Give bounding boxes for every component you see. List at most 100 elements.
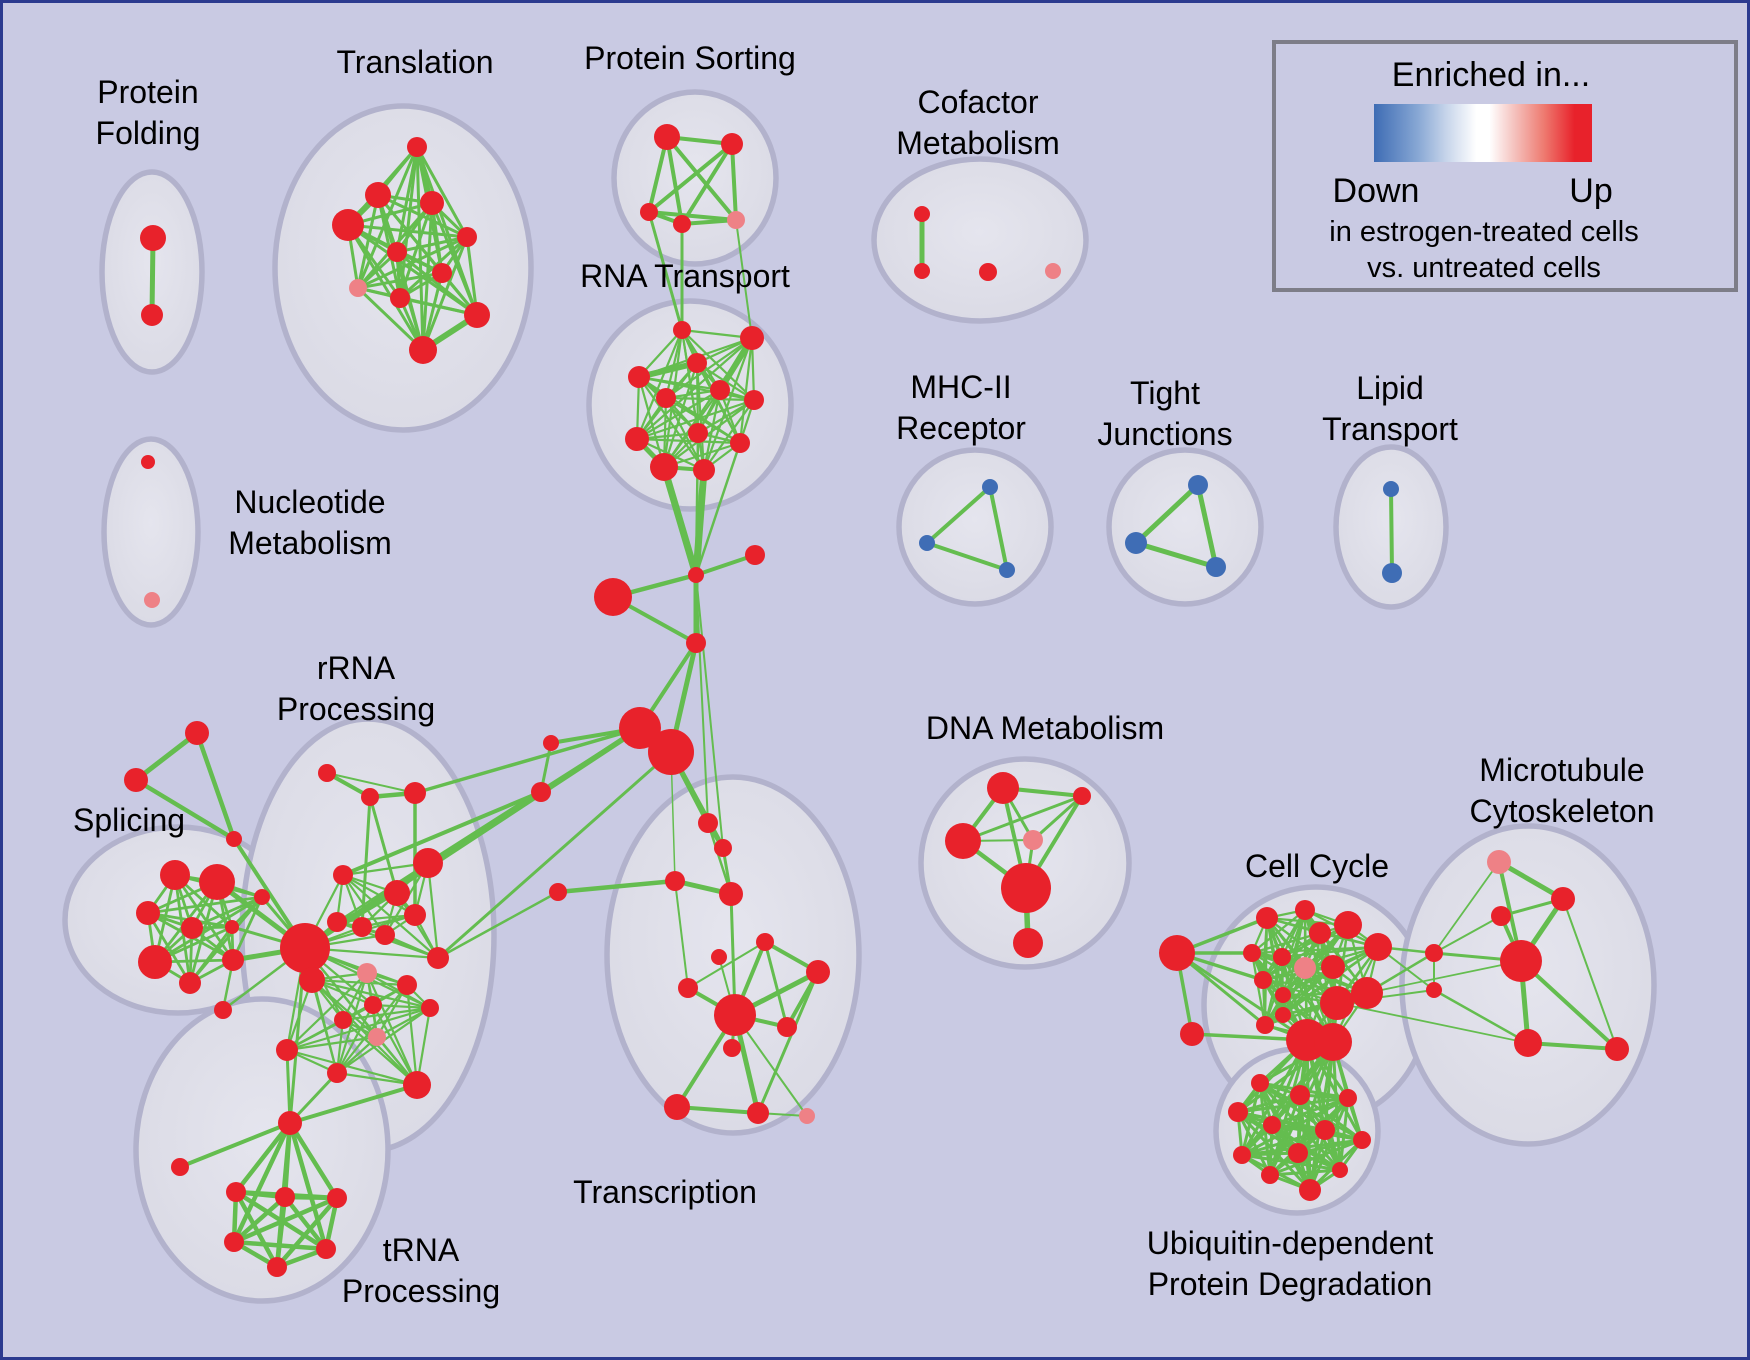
gene-set-node-k7 [1243, 944, 1261, 962]
gene-set-node-rt4 [656, 388, 676, 408]
gene-set-node-x4 [756, 933, 774, 951]
edge [133, 777, 237, 842]
edge [436, 890, 560, 960]
edge [1175, 951, 1267, 1027]
gene-set-node-f3 [1045, 263, 1061, 279]
edge [188, 895, 264, 985]
gene-set-node-w3 [1500, 940, 1542, 982]
gene-set-node-g1 [919, 535, 935, 551]
edge [341, 1018, 419, 1087]
gene-set-node-sp0 [160, 860, 190, 890]
nodes-layer [124, 124, 1629, 1277]
edge [988, 485, 1009, 572]
edge [1433, 915, 1502, 954]
gene-set-node-x8 [714, 994, 756, 1036]
edge [173, 873, 235, 962]
gene-set-node-tr9 [464, 302, 490, 328]
gene-set-node-m0 [745, 545, 765, 565]
edge [1526, 1041, 1619, 1051]
edge [1175, 951, 1309, 1042]
edge [356, 145, 419, 290]
gene-set-node-ps2 [640, 203, 658, 221]
gene-set-node-k18 [1314, 1023, 1352, 1061]
edge [233, 1189, 280, 1270]
edge [1133, 482, 1201, 546]
gene-set-node-b7 [1233, 1146, 1251, 1164]
gene-set-node-k2 [1256, 907, 1278, 929]
edge [398, 296, 479, 317]
gene-set-node-d4 [1001, 863, 1051, 913]
edge [1336, 1002, 1529, 1044]
edge [1268, 1138, 1364, 1177]
gene-set-node-h2 [648, 729, 694, 775]
edge [660, 463, 700, 579]
gene-set-node-m2 [686, 633, 706, 653]
edge [415, 145, 469, 239]
gene-set-node-k10 [1321, 955, 1345, 979]
gene-set-node-k15 [1256, 1016, 1274, 1034]
gene-set-node-u6 [316, 1239, 336, 1259]
edge [1519, 959, 1619, 1051]
gene-set-node-w2 [1491, 906, 1511, 926]
edge [341, 1006, 432, 1022]
edge [1261, 978, 1369, 995]
gene-set-node-k13 [1320, 986, 1354, 1020]
gene-set-node-u1 [171, 1158, 189, 1176]
gene-set-node-sp8 [254, 889, 270, 905]
gene-set-node-q11 [397, 975, 417, 995]
edge [231, 1120, 293, 1245]
gene-set-node-s2 [226, 831, 242, 847]
gene-set-node-d0 [987, 772, 1019, 804]
gene-set-node-q2 [404, 782, 426, 804]
gene-set-node-u3 [275, 1187, 295, 1207]
gene-set-node-tr7 [349, 279, 367, 297]
gene-set-node-l0 [1383, 481, 1399, 497]
gene-set-node-k4 [1334, 911, 1362, 939]
gene-set-node-w0 [1487, 850, 1511, 874]
edge [1280, 945, 1380, 959]
edge [356, 286, 425, 352]
gene-set-node-q10 [357, 963, 377, 983]
edge [231, 895, 264, 962]
gene-set-node-q13 [364, 996, 382, 1014]
edge [675, 1105, 760, 1115]
cluster-label-tight-junctions: Tight Junctions [1097, 375, 1232, 452]
gene-set-node-b3 [1263, 1116, 1281, 1134]
gene-set-node-sp4 [225, 920, 239, 934]
edge [1250, 908, 1307, 955]
gene-set-node-q9 [404, 904, 426, 926]
gene-set-node-b6 [1353, 1131, 1371, 1149]
gene-set-node-x12 [747, 1102, 769, 1124]
edge [326, 772, 416, 794]
gene-set-node-rt5 [710, 380, 730, 400]
edge [664, 396, 756, 402]
edge [465, 235, 479, 317]
gene-set-node-tr5 [387, 242, 407, 262]
gene-set-node-x10 [723, 1039, 741, 1057]
gene-set-node-q12 [427, 947, 449, 969]
gene-set-node-tr0 [407, 137, 427, 157]
edge [335, 971, 369, 1075]
edge [282, 1194, 329, 1252]
edge [647, 210, 738, 222]
edge [1432, 988, 1530, 1045]
edge [190, 895, 264, 930]
gene-set-node-c0 [280, 923, 330, 973]
edge [637, 375, 756, 402]
gene-set-node-b10 [1332, 1162, 1348, 1178]
edge [395, 235, 469, 254]
cluster-label-ubiquitin-degradation: Ubiquitin-dependent Protein Degradation [1147, 1225, 1434, 1302]
gene-set-node-q18 [327, 1063, 347, 1083]
gene-set-node-ps4 [727, 211, 745, 229]
cluster-label-transcription: Transcription [573, 1174, 757, 1210]
edge [1296, 1138, 1364, 1155]
gene-set-node-x13 [799, 1108, 815, 1124]
gene-set-node-c1 [299, 967, 325, 993]
edge [346, 223, 425, 352]
gene-set-node-u4 [327, 1188, 347, 1208]
gene-set-node-h1 [619, 707, 661, 749]
gene-set-node-d3 [1023, 830, 1043, 850]
gene-set-node-m3 [543, 735, 559, 751]
edge [405, 983, 419, 1087]
